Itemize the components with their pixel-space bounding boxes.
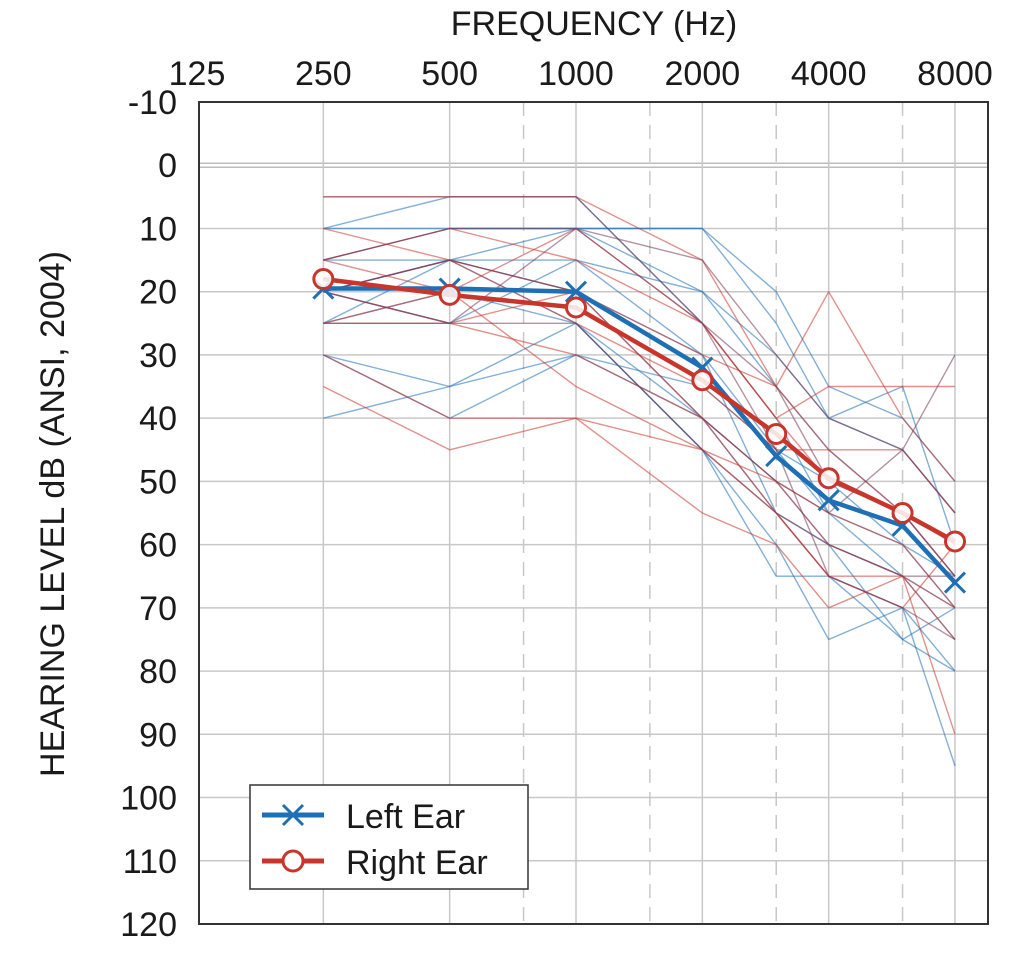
y-tick-label: 100 (120, 780, 177, 818)
individual-audiogram-line (323, 227, 956, 514)
right-ear-point (891, 502, 914, 524)
right-ear-point (765, 422, 788, 445)
y-tick-label: -10 (128, 84, 177, 122)
individual-audiogram-line (323, 259, 956, 514)
legend-label-left: Left Ear (346, 798, 465, 836)
right-ear-point (312, 268, 335, 291)
individual-audiogram-line (323, 291, 956, 609)
individual-audiogram-line (322, 385, 956, 735)
y-tick-label: 110 (123, 843, 177, 881)
plot-frame (198, 101, 989, 925)
x-tick-label: 1000 (538, 55, 614, 93)
x-tick-label: 250 (295, 55, 352, 93)
right-ear-point (691, 369, 714, 392)
y-tick-label: 120 (120, 906, 177, 944)
individual-audiogram-line (323, 259, 956, 514)
x-tick-label: 8000 (917, 55, 993, 93)
right-ear-point (944, 530, 966, 553)
legend-marker-right (281, 849, 305, 873)
y-tick-label: 40 (139, 400, 177, 438)
y-tick-label: 80 (139, 653, 177, 691)
x-tick-label: 2000 (665, 55, 741, 93)
individual-audiograms (322, 196, 956, 767)
right-ear-point (438, 283, 461, 306)
y-tick-label: 60 (139, 527, 177, 565)
legend: Left Ear Right Ear (249, 784, 529, 890)
individual-audiogram-line (323, 322, 955, 577)
y-tick-label: 90 (139, 716, 177, 754)
x-tick-label: 500 (421, 55, 478, 93)
left-ear-point (564, 280, 588, 303)
y-tick-label: 50 (139, 463, 177, 501)
left-ear-point (943, 571, 967, 594)
x-tick-label: 125 (169, 55, 226, 93)
legend-marker-left (281, 803, 305, 827)
left-ear-point (765, 445, 788, 468)
mean-series (312, 268, 967, 594)
y-tick-label: 0 (158, 147, 177, 185)
y-tick-label: 10 (139, 210, 177, 248)
x-tick-label: 4000 (791, 55, 867, 93)
right-ear-point (817, 467, 840, 490)
individual-audiogram-line (323, 227, 955, 419)
series-line-right-ear (323, 276, 957, 544)
legend-label-right: Right Ear (346, 844, 488, 882)
right-ear-point (565, 296, 587, 319)
y-axis-title: HEARING LEVEL dB (ANSI, 2004) (34, 251, 72, 777)
y-tick-label: 30 (139, 337, 177, 375)
x-tick-labels: 125 250 500 1000 2000 4000 8000 (169, 55, 993, 93)
y-tick-label: 20 (139, 274, 177, 312)
series-line-left-ear (323, 286, 957, 585)
individual-audiogram-line (323, 322, 956, 767)
y-tick-label: 70 (139, 590, 177, 628)
y-tick-labels: -10 0 10 20 30 40 50 60 70 80 90 100 110 120 (120, 84, 177, 944)
individual-audiogram-line (323, 227, 956, 641)
left-ear-point (817, 489, 840, 512)
x-axis-title: FREQUENCY (Hz) (451, 5, 738, 43)
